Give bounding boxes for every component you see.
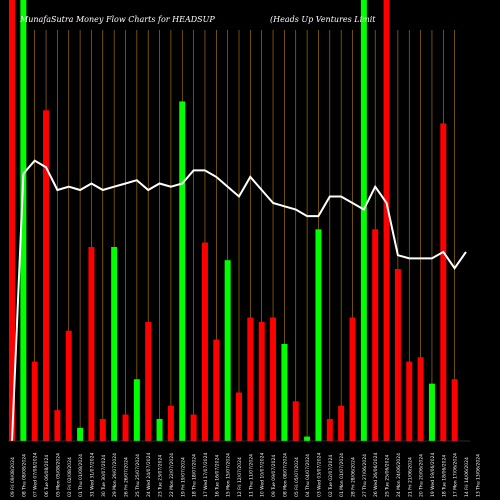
money-flow-bar [258,321,265,441]
x-tick-label: 19 Fri 19/07/2024 [180,457,186,497]
money-flow-bar [43,110,50,441]
money-flow-bar [417,357,424,441]
x-tick-label: 26 Fri 26/07/2024 [124,457,130,497]
x-tick-label: 01 Thu 01/08/2024 [78,454,84,497]
money-flow-bar [360,0,367,441]
money-flow-bar [406,361,413,441]
money-flow-bar [315,229,322,441]
x-tick-label: 29 Mon 29/07/2024 [112,453,118,497]
x-tick-label: 23 Tue 23/07/2024 [158,455,164,497]
money-flow-bar [394,269,401,441]
x-tick-label: 28 Fri 28/06/2024 [351,457,357,497]
x-tick-label: 24 Wed 24/07/2024 [146,453,152,497]
money-flow-bar [111,246,118,441]
money-flow-bar [428,383,435,441]
x-tick-label: 05 Mon 05/08/2024 [55,453,61,497]
money-flow-bar [88,246,95,441]
money-flow-bar [383,0,390,441]
x-tick-label: 08 Thu 08/08/2024 [21,454,27,497]
x-tick-label: 18 Tue 18/06/2024 [441,455,447,497]
x-tick-label: 19 Wed 19/06/2024 [430,453,436,497]
x-tick-label: 11 Thu 11/07/2024 [248,454,254,497]
x-tick-label: 27 Thu 27/06/2024 [362,454,368,497]
x-tick-label: 16 Tue 16/07/2024 [214,455,220,497]
x-tick-label: 31 Wed 31/07/2024 [89,453,95,497]
money-flow-bar [9,0,15,441]
x-tick-label: 14 Fri 14/06/2024 [464,457,470,497]
x-tick-label: 18 Thu 18/07/2024 [192,454,198,497]
x-tick-label: 10 Wed 10/07/2024 [260,453,266,497]
x-tick-label: 25 Thu 25/07/2024 [135,454,141,497]
chart-title: MunafaSutra Money Flow Charts for HEADSU… [19,15,215,24]
money-flow-bar [20,0,27,441]
chart-subtitle: (Heads Up Ventures Limit [270,15,376,24]
money-flow-bar [179,101,186,442]
money-flow-bar [224,260,231,441]
money-flow-bar [270,317,277,441]
money-flow-bar [31,361,38,441]
x-tick-label: 15 Mon 15/07/2024 [226,453,232,497]
x-tick-label: 21 Fri 21/06/2024 [407,457,413,497]
money-flow-bar [201,242,208,441]
x-tick-label: 25 Tue 25/06/2024 [385,455,391,497]
x-tick-label: 06 Tue 06/08/2024 [44,455,50,497]
x-tick-label: 30 Tue 30/07/2024 [101,455,107,497]
x-tick-label: 05 Fri 05/07/2024 [294,457,300,497]
x-tick-label: 12 Fri 12/07/2024 [237,457,243,497]
money-flow-bar [167,405,174,441]
bar-series [9,0,458,442]
x-tick-label: 02 Fri 02/08/2024 [67,457,73,497]
money-flow-bar [54,410,61,441]
money-flow-bar [440,123,447,441]
money-flow-bar [326,418,333,441]
money-flow-bar [451,379,458,441]
x-tick-label: 09 Tue 09/07/2024 [271,455,277,497]
money-flow-bar [213,339,220,441]
money-flow-bar [190,414,197,441]
x-tick-label: 13 Thu 13/06/2024 [475,454,481,497]
x-tick-label: 17 Wed 17/07/2024 [203,453,209,497]
money-flow-bar [247,317,254,441]
x-tick-labels: 09 Fri 09/08/2024 08 Thu 08/08/2024 07 Wed… [10,453,481,497]
money-flow-bar [292,401,299,441]
x-tick-label: 26 Wed 26/06/2024 [373,453,379,497]
x-tick-label: 08 Mon 08/07/2024 [282,453,288,497]
money-flow-bar [281,343,288,441]
x-tick-label: 03 Wed 03/07/2024 [316,453,322,497]
money-flow-bar [156,418,163,441]
money-flow-bar [349,317,356,441]
money-flow-bar [122,414,129,441]
money-flow-bar [145,321,152,441]
money-flow-bar [338,405,345,441]
money-flow-bar [77,427,84,441]
money-flow-bar [372,229,379,441]
x-tick-label: 22 Mon 22/07/2024 [169,453,175,497]
money-flow-bar [65,330,72,441]
x-tick-label: 02 Tue 02/07/2024 [328,455,334,497]
money-flow-bar [236,392,242,441]
x-tick-label: 07 Wed 07/08/2024 [33,453,39,497]
x-tick-label: 20 Thu 20/06/2024 [419,454,425,497]
money-flow-bar [99,418,106,441]
money-flow-bar [133,379,140,441]
money-flow-bar [304,436,311,441]
x-tick-label: 04 Thu 04/07/2024 [305,454,311,497]
x-tick-label: 17 Mon 17/06/2024 [453,453,459,497]
x-tick-label: 09 Fri 09/08/2024 [10,457,16,497]
money-flow-line [11,159,467,442]
x-tick-label: 01 Mon 01/07/2024 [339,453,345,497]
x-tick-label: 24 Mon 24/06/2024 [396,453,402,497]
